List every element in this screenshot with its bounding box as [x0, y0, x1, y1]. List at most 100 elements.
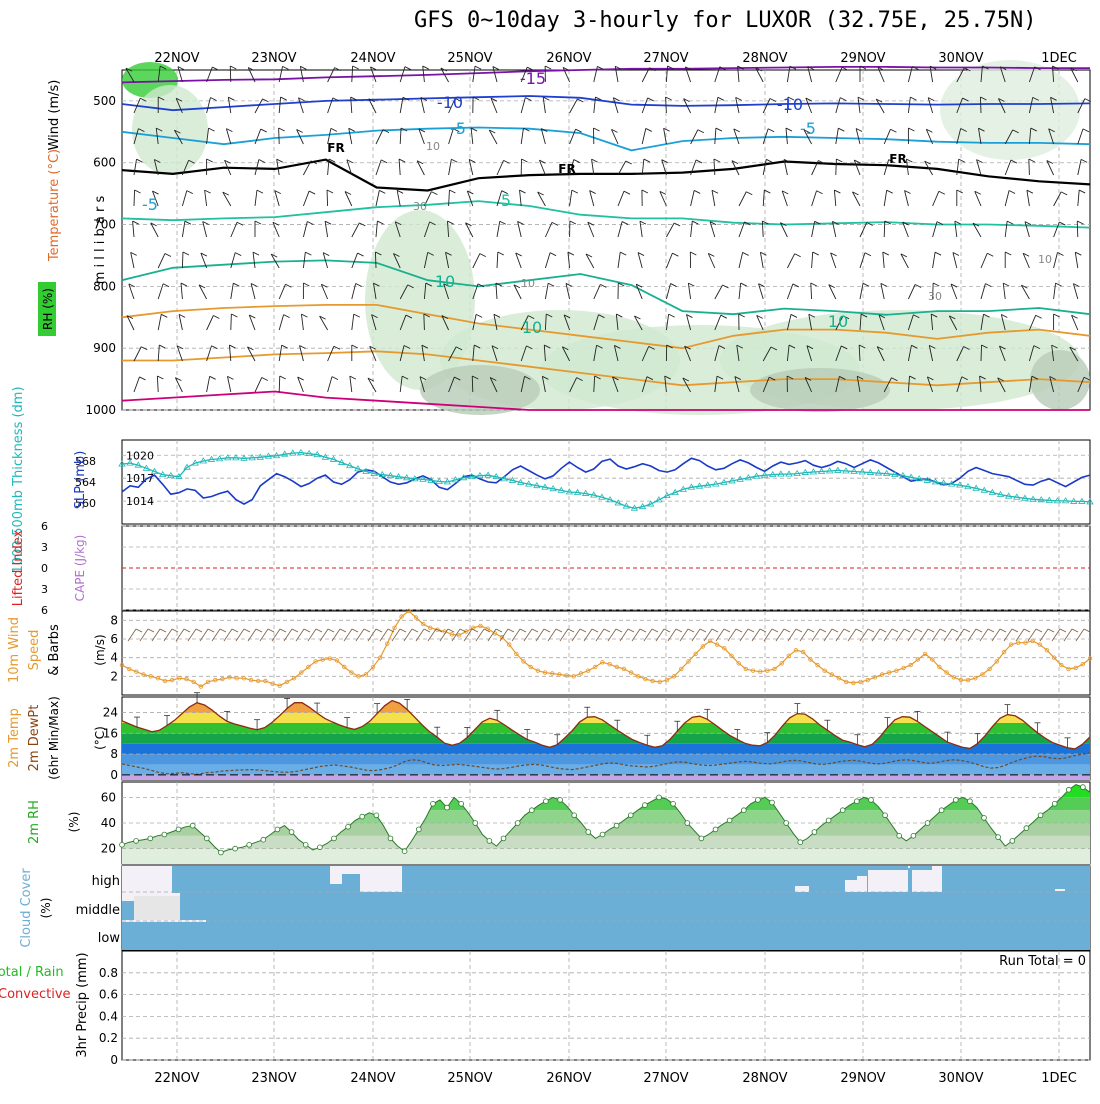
cloud-level-label: high — [92, 874, 120, 889]
wind-barb-flag — [543, 97, 549, 100]
wind-barb-flag — [210, 97, 216, 100]
barb10m-flag — [724, 629, 730, 632]
wind-barb-flag — [987, 253, 993, 256]
wind-barb-flag — [405, 67, 411, 70]
rh-point — [445, 805, 450, 810]
rh-point — [162, 832, 167, 837]
wind-barb-flag — [207, 159, 213, 162]
wind-barb — [157, 376, 158, 392]
wind-barb — [182, 221, 185, 237]
wind-barb — [787, 254, 794, 268]
barb10m-flag — [556, 629, 562, 632]
cape-label: CAPE (J/kg) — [73, 535, 87, 602]
wind-barb — [134, 190, 135, 206]
contour-label: -5 — [142, 195, 158, 214]
rh-point — [812, 830, 817, 835]
wind-barb-flag — [1036, 315, 1042, 318]
wind-barb — [834, 190, 835, 206]
wind-barb-flag — [688, 283, 694, 286]
wind-barb — [640, 221, 642, 237]
wind-barb-flag — [353, 66, 359, 69]
date-label-top: 28NOV — [742, 51, 787, 66]
wind-barb-flag — [305, 252, 311, 255]
barb10m-flag — [796, 629, 802, 632]
wind-barb — [279, 97, 280, 113]
wind-barb-flag — [1057, 252, 1063, 255]
barb10m — [1004, 629, 1012, 641]
contour-label: -10 — [437, 93, 463, 112]
wind-barb-flag — [332, 377, 338, 380]
rh-point — [332, 836, 337, 841]
rh-point — [529, 808, 534, 813]
cloud-level-label: low — [98, 931, 121, 946]
wind-barb — [953, 252, 957, 268]
barb10m-flag — [832, 629, 838, 632]
wind-barb — [760, 252, 763, 268]
wind-barb-flag — [476, 314, 482, 317]
rh-point — [939, 808, 944, 813]
wind-barb — [227, 376, 230, 392]
wind-barb — [376, 130, 383, 144]
rh-point — [897, 833, 902, 838]
wind-barb — [545, 283, 548, 299]
precip-label: 3hr Precip (mm) — [75, 952, 90, 1057]
barb10m-flag — [532, 629, 538, 632]
rh-point — [388, 836, 393, 841]
wind-barb-flag — [572, 190, 578, 193]
rh-blob — [750, 368, 890, 412]
rh-point — [840, 808, 845, 813]
wind-barb — [375, 252, 376, 268]
wind-barb — [230, 66, 231, 82]
date-label-bottom: 22NOV — [154, 1071, 199, 1086]
barb10m-flag — [760, 629, 766, 632]
wind-barb — [352, 283, 356, 299]
wind-barb — [981, 253, 987, 268]
contour-label: 10 — [522, 318, 542, 337]
rh-point — [473, 821, 478, 826]
wind-barb — [981, 345, 982, 361]
wind-barb — [134, 159, 137, 175]
rh-point — [233, 846, 238, 851]
barb10m-flag — [640, 629, 646, 632]
cloud-fill — [122, 866, 1090, 950]
rh-point — [275, 827, 280, 832]
wind-barb-flag — [285, 284, 291, 287]
wind-barb — [473, 254, 480, 268]
wind-barb — [376, 160, 381, 175]
wind-barb — [471, 128, 473, 144]
wind-barb-flag — [863, 283, 869, 286]
wind-barb — [469, 159, 473, 175]
barb10m-flag — [628, 629, 634, 632]
wind-barb — [496, 283, 497, 299]
barb10m — [920, 629, 928, 641]
barb10m-flag — [1072, 629, 1078, 632]
wind-barb-flag — [592, 159, 598, 162]
contour-label: -5 — [450, 119, 466, 138]
rh-point — [685, 821, 690, 826]
wind-barb — [1054, 283, 1056, 299]
wind-barb — [860, 253, 865, 268]
wind-barb — [884, 190, 887, 206]
barb10m-flag — [160, 629, 166, 632]
wind-barb-flag — [768, 129, 774, 132]
wind-barb-flag — [570, 221, 576, 224]
date-label-bottom: 28NOV — [742, 1071, 787, 1086]
date-label-bottom: 24NOV — [350, 1071, 395, 1086]
wind-barb — [279, 315, 283, 330]
barb10m-flag — [148, 629, 154, 632]
wind-barb — [1005, 221, 1007, 237]
wind-barb-flag — [279, 128, 285, 131]
wind-barb-flag — [791, 314, 797, 317]
wind-barb-flag — [165, 253, 171, 256]
wind-barb — [521, 128, 523, 144]
barb10m — [836, 629, 844, 641]
wind-barb — [255, 129, 261, 144]
wind-barb-flag — [187, 191, 193, 194]
barb10m-flag — [844, 629, 850, 632]
wind-barb — [836, 67, 842, 82]
wind-barb-flag — [600, 284, 606, 287]
dewpt-label: 2m DewPt — [27, 705, 42, 772]
wind-barb-flag — [669, 314, 675, 317]
wind-barb — [301, 314, 303, 330]
